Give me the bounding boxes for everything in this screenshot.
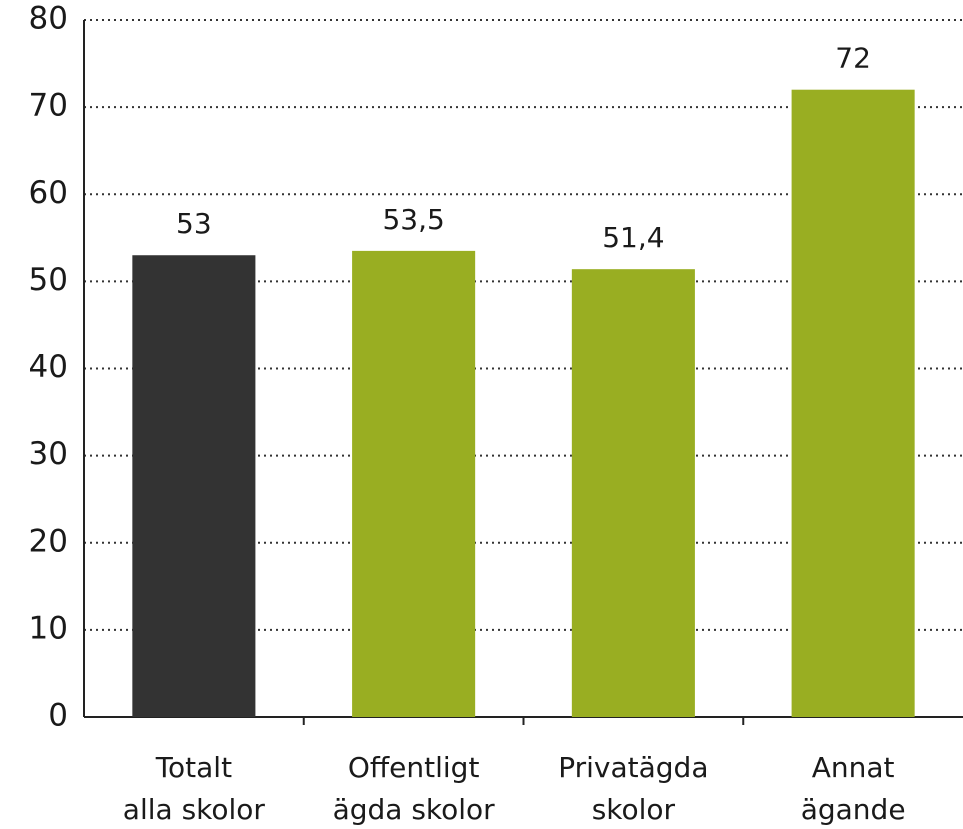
y-tick-label: 70: [29, 88, 68, 124]
y-tick-label: 10: [29, 610, 68, 646]
label-line: ägda skolor: [333, 793, 496, 826]
x-tick-label: Annat ägande: [801, 751, 906, 826]
y-tick-label: 60: [29, 175, 68, 211]
y-tick-label: 40: [29, 349, 68, 385]
label-line: skolor: [592, 793, 676, 826]
y-tick-label: 30: [29, 436, 68, 472]
x-tick-label: Privatägda skolor: [558, 751, 708, 826]
y-tick-label: 20: [29, 523, 68, 559]
y-tick-label: 0: [48, 698, 68, 734]
value-label: 53,5: [382, 203, 444, 236]
y-tick-label: 80: [29, 1, 68, 37]
x-tick-label: Totalt alla skolor: [123, 751, 266, 826]
bar: [352, 250, 476, 717]
value-label: 53: [176, 207, 212, 240]
value-label: 51,4: [602, 221, 664, 254]
label-line: alla skolor: [123, 793, 266, 826]
bar: [571, 269, 695, 717]
label-line: ägande: [801, 793, 906, 826]
y-tick-label: 50: [29, 262, 68, 298]
label-line: Annat: [812, 751, 895, 784]
bar: [791, 89, 915, 717]
value-label: 72: [835, 42, 871, 75]
x-tick-label: Offentligt ägda skolor: [333, 751, 496, 826]
label-line: Privatägda: [558, 751, 708, 784]
label-line: Offentligt: [348, 751, 480, 784]
bar: [132, 255, 256, 718]
label-line: Totalt: [155, 751, 232, 784]
